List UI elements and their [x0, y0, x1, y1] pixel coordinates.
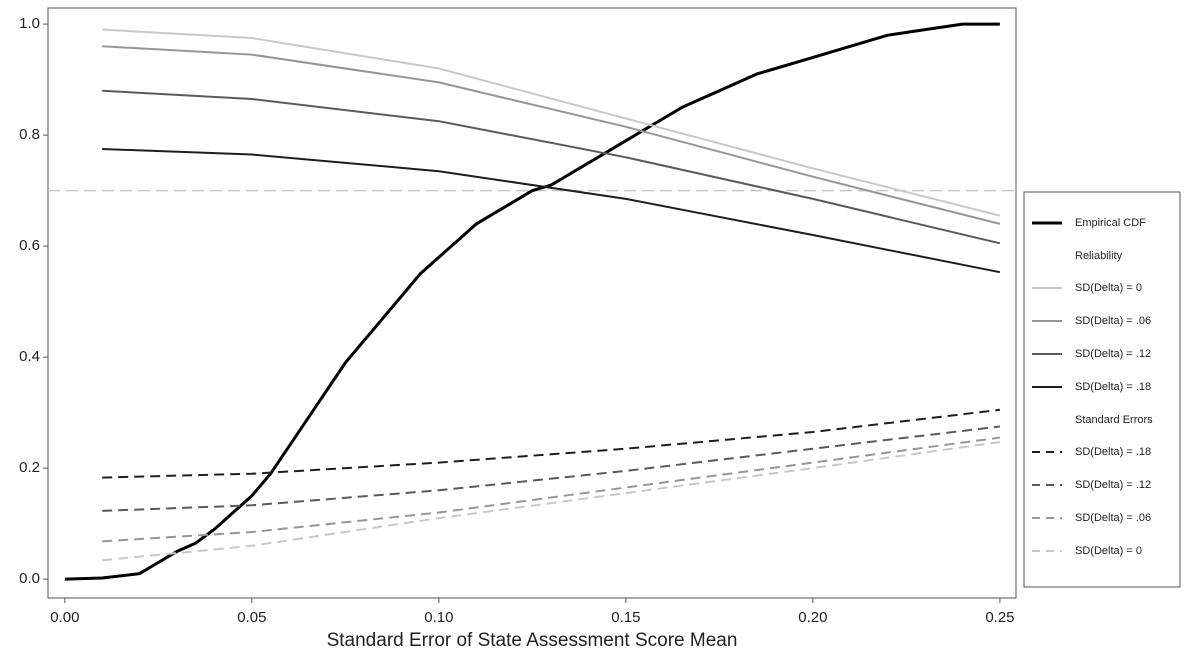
series-line [64, 22, 1000, 581]
x-tick-label: 0.20 [798, 609, 827, 626]
legend-label: SD(Delta) = .06 [1075, 315, 1151, 327]
y-tick-label: 0.2 [19, 459, 40, 476]
legend-heading: Reliability [1075, 250, 1123, 262]
series-line [102, 425, 1001, 512]
legend-label: SD(Delta) = .12 [1075, 479, 1151, 491]
y-tick-label: 0.8 [19, 126, 40, 143]
y-tick-label: 0.4 [19, 348, 40, 365]
y-tick-label: 1.0 [19, 15, 40, 32]
series-line [102, 89, 1001, 245]
legend-label: SD(Delta) = 0 [1075, 282, 1142, 294]
series-line [102, 45, 1001, 225]
plot-frame [47, 7, 1017, 599]
legend-label: SD(Delta) = 0 [1075, 545, 1142, 557]
x-tick-label: 0.05 [237, 609, 266, 626]
legend-label: SD(Delta) = .18 [1075, 446, 1151, 458]
legend-frame [1023, 191, 1181, 588]
series-line [102, 28, 1001, 217]
series-line [102, 148, 1001, 274]
x-axis-label: Standard Error of State Assessment Score… [327, 630, 738, 651]
legend-label: Empirical CDF [1075, 217, 1146, 229]
legend-heading: Standard Errors [1075, 414, 1153, 426]
x-tick-label: 0.10 [424, 609, 453, 626]
x-tick-label: 0.00 [50, 609, 79, 626]
legend-label: SD(Delta) = .12 [1075, 348, 1151, 360]
legend-label: SD(Delta) = .18 [1075, 381, 1151, 393]
series-line [102, 441, 1001, 562]
series-line [102, 408, 1001, 479]
series-line [102, 436, 1001, 543]
y-tick-label: 0.6 [19, 237, 40, 254]
x-tick-label: 0.15 [611, 609, 640, 626]
legend-label: SD(Delta) = .06 [1075, 512, 1151, 524]
x-tick-label: 0.25 [985, 609, 1014, 626]
y-tick-label: 0.0 [19, 570, 40, 587]
